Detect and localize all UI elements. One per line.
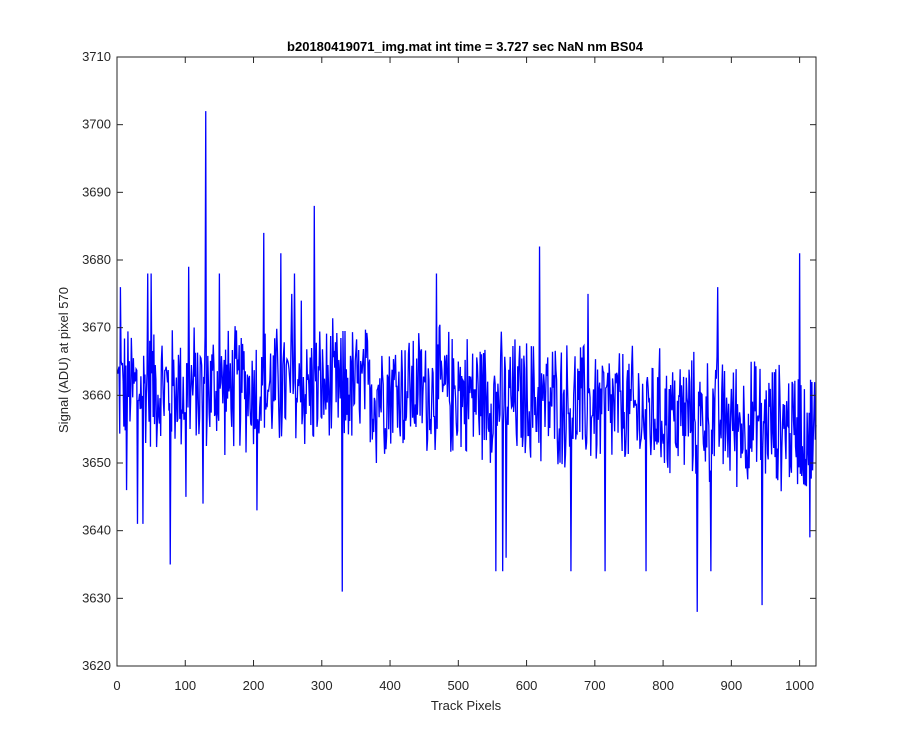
chart-title: b20180419071_img.mat int time = 3.727 se… <box>287 39 644 54</box>
plot-area <box>116 56 817 667</box>
y-tick-label: 3710 <box>82 49 111 64</box>
x-tick-label: 200 <box>243 678 265 693</box>
y-tick-label: 3680 <box>82 252 111 267</box>
series-line <box>117 111 817 612</box>
plot-frame <box>116 56 817 667</box>
x-axis: 0 100 200 300 400 500 600 700 800 900 1000 <box>113 57 814 693</box>
x-tick-label: 900 <box>721 678 743 693</box>
x-tick-label: 1000 <box>785 678 814 693</box>
y-tick-label: 3620 <box>82 658 111 673</box>
x-tick-label: 300 <box>311 678 333 693</box>
x-tick-label: 600 <box>516 678 538 693</box>
x-tick-label: 400 <box>379 678 401 693</box>
y-axis: 3620 3630 3640 3650 3660 3670 3680 3690 3700 3710 <box>82 49 816 673</box>
y-tick-label: 3690 <box>82 184 111 199</box>
x-tick-label: 700 <box>584 678 606 693</box>
x-tick-label: 500 <box>447 678 469 693</box>
y-tick-label: 3630 <box>82 590 111 605</box>
y-tick-label: 3670 <box>82 320 111 335</box>
x-tick-label: 0 <box>113 678 120 693</box>
y-tick-label: 3700 <box>82 117 111 132</box>
x-tick-label: 800 <box>652 678 674 693</box>
y-tick-label: 3650 <box>82 455 111 470</box>
y-tick-label: 3660 <box>82 387 111 402</box>
x-tick-label: 100 <box>174 678 196 693</box>
y-tick-label: 3640 <box>82 523 111 538</box>
x-axis-label: Track Pixels <box>431 698 502 713</box>
y-axis-label: Signal (ADU) at pixel 570 <box>56 287 71 433</box>
